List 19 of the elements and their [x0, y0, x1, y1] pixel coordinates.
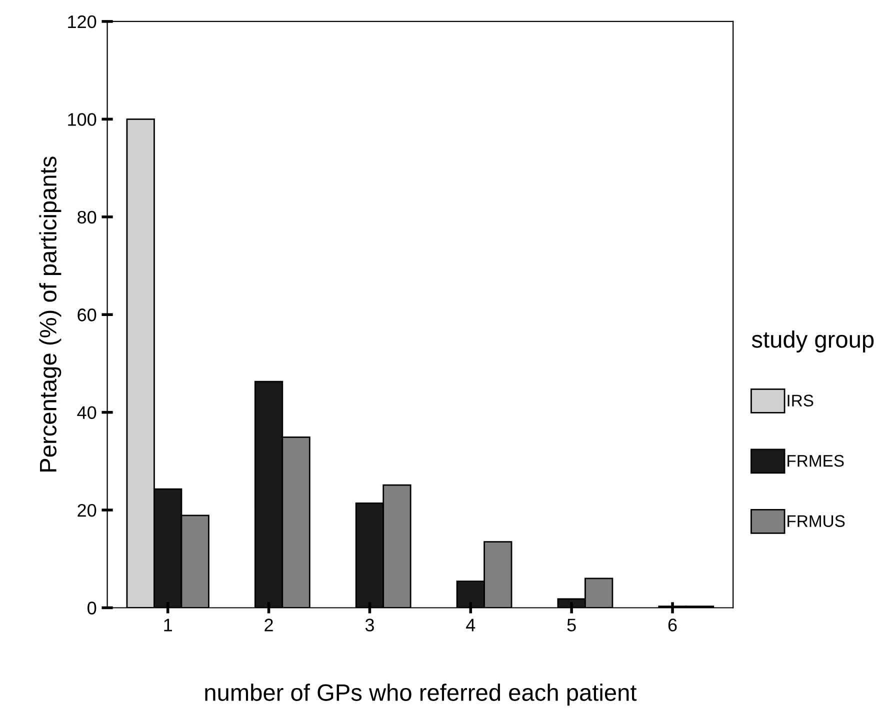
y-tick-label: 60 — [78, 308, 96, 322]
x-tick-label: 3 — [365, 618, 374, 632]
x-tick-label: 2 — [264, 618, 273, 632]
x-tick-label: 1 — [164, 618, 172, 632]
y-tick-label: 120 — [68, 15, 96, 28]
x-axis-title: number of GPs who referred each patient — [205, 684, 637, 706]
legend-title: study group — [752, 330, 874, 352]
x-tick-label: 6 — [668, 618, 677, 632]
legend-label: FRMES — [788, 454, 844, 467]
x-tick-label: 4 — [466, 618, 476, 632]
y-tick-label: 20 — [78, 504, 96, 517]
y-tick-label: 80 — [78, 210, 96, 224]
y-tick-label: 40 — [77, 406, 96, 420]
x-tick-label: 5 — [567, 618, 576, 632]
y-tick-label: 0 — [88, 602, 96, 614]
legend-label: IRS — [788, 394, 814, 406]
legend-label: FRMUS — [788, 515, 845, 527]
y-axis-title: Percentage (%) of participants — [39, 156, 62, 472]
y-tick-label: 100 — [68, 113, 96, 126]
